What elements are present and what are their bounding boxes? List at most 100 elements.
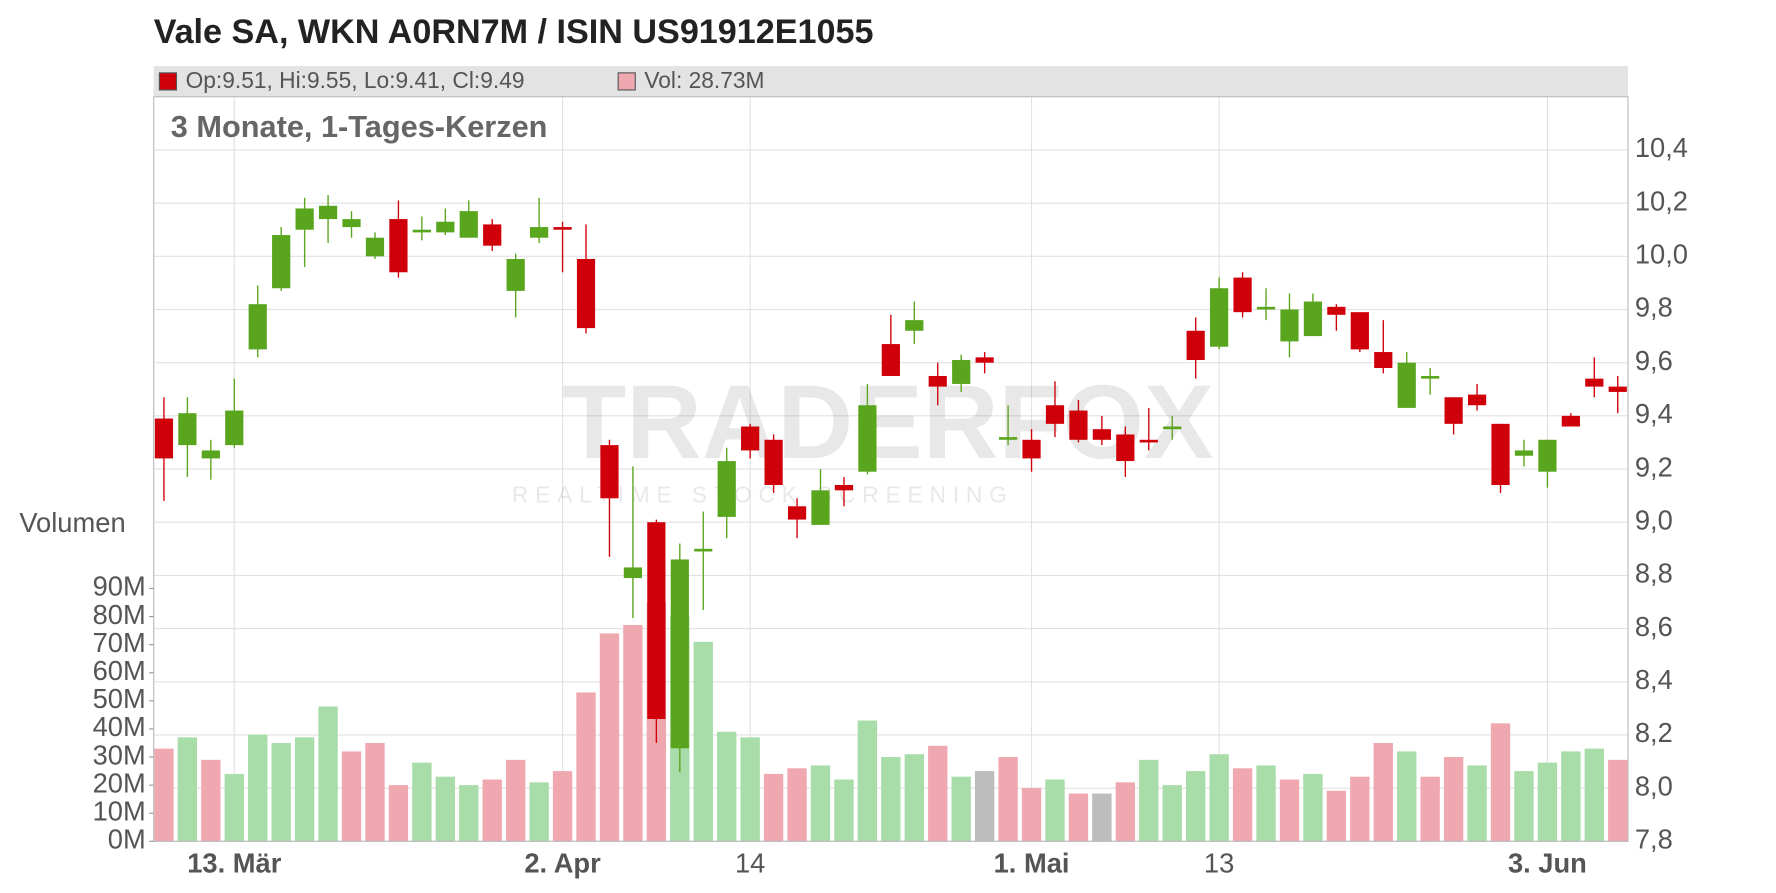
- candle-body: [436, 221, 455, 233]
- volume-bar: [951, 776, 971, 842]
- candle-body: [459, 211, 478, 238]
- candle-body: [1139, 439, 1158, 443]
- candle-body: [248, 304, 267, 350]
- volume-bar: [974, 771, 995, 842]
- x-tick-label: 13. Mär: [187, 847, 281, 878]
- volume-bar: [1584, 748, 1604, 842]
- candle-body: [1538, 439, 1557, 472]
- candle-body: [881, 344, 900, 376]
- y-tick-label: 9,4: [1635, 398, 1673, 429]
- candle-body: [1116, 434, 1135, 462]
- candle-body: [1561, 415, 1580, 427]
- candle-body: [225, 410, 244, 446]
- volume-bar: [154, 748, 174, 842]
- candle-body: [318, 205, 338, 220]
- candle-body: [1350, 312, 1369, 350]
- x-tick-label: 14: [735, 847, 765, 878]
- candle-body: [764, 439, 783, 486]
- candle-body: [483, 224, 502, 246]
- volume-bar: [271, 742, 291, 842]
- candle-body: [905, 320, 924, 331]
- legend-swatch: [617, 72, 636, 91]
- y-tick-label: 8,4: [1635, 664, 1673, 695]
- y2-tick-label: 70M: [93, 627, 146, 658]
- volume-bar: [1232, 768, 1253, 842]
- volume-bar: [763, 773, 784, 842]
- candle-body: [1303, 301, 1323, 337]
- candle-body: [1374, 352, 1393, 368]
- y-tick-label: 8,6: [1635, 611, 1673, 642]
- candle-body: [412, 229, 431, 233]
- candle-body: [201, 450, 220, 459]
- candle-body: [365, 237, 385, 257]
- watermark-sub: REALTIME STOCK SCREENING: [512, 481, 1014, 507]
- volume-bar: [1209, 754, 1229, 842]
- volume-bar: [1537, 762, 1558, 842]
- candle-body: [178, 413, 197, 446]
- candle-body: [1585, 378, 1604, 387]
- y2-tick-label: 90M: [93, 571, 146, 602]
- x-tick-label: 2. Apr: [524, 847, 601, 878]
- candle-body: [1514, 450, 1534, 456]
- candle-body: [1186, 330, 1205, 361]
- y2-tick-label: 80M: [93, 599, 146, 630]
- volume-bar: [599, 633, 620, 842]
- volume-bar: [365, 742, 385, 842]
- volume-bar: [1279, 779, 1300, 842]
- y-tick-label: 9,6: [1635, 345, 1673, 376]
- legend-swatch: [158, 72, 178, 91]
- volume-axis-label: Volumen: [19, 507, 125, 538]
- candle-body: [1163, 426, 1182, 430]
- candle-body: [389, 219, 408, 273]
- candle-body: [1233, 277, 1252, 313]
- volume-bar: [1443, 757, 1464, 842]
- candle-body: [295, 208, 314, 230]
- volume-bar: [1326, 790, 1347, 842]
- volume-bar: [177, 737, 198, 842]
- legend-text: Op:9.51, Hi:9.55, Lo:9.41, Cl:9.49: [186, 67, 525, 93]
- volume-bar: [717, 731, 737, 842]
- volume-bar: [1303, 773, 1323, 842]
- volume-bar: [248, 734, 268, 842]
- y2-tick-label: 0M: [108, 824, 146, 855]
- candle-body: [1256, 306, 1276, 310]
- volume-bar: [787, 768, 807, 842]
- volume-bar: [482, 779, 502, 842]
- legend-text: Vol: 28.73M: [644, 67, 764, 93]
- volume-bar: [1162, 785, 1182, 842]
- volume-bar: [1514, 771, 1534, 842]
- y2-tick-label: 10M: [93, 795, 146, 826]
- y2-tick-label: 50M: [93, 683, 146, 714]
- volume-bar: [294, 737, 315, 842]
- candle-body: [1069, 410, 1088, 440]
- candle-body: [834, 485, 854, 491]
- volume-bar: [201, 759, 221, 842]
- volume-bar: [1490, 723, 1511, 842]
- volume-bar: [435, 776, 455, 842]
- candle-body: [1467, 394, 1487, 406]
- watermark: TRADERFOX REALTIME STOCK SCREENING: [512, 364, 1214, 507]
- y-tick-label: 7,8: [1635, 824, 1673, 855]
- volume-bar: [881, 757, 901, 842]
- volume-bar: [1186, 771, 1206, 842]
- volume-bar: [1115, 782, 1136, 842]
- chart-title: Vale SA, WKN A0RN7M / ISIN US91912E1055: [154, 13, 874, 51]
- candle-body: [998, 437, 1018, 440]
- volume-bar: [623, 624, 643, 842]
- candle-body: [506, 258, 525, 291]
- volume-bar: [341, 751, 362, 842]
- candle-body: [623, 567, 643, 579]
- legend-bar: [153, 66, 1629, 97]
- volume-bar: [740, 737, 760, 842]
- candle-body: [1397, 362, 1416, 408]
- candle-body: [1327, 306, 1346, 315]
- volume-bar: [576, 692, 596, 842]
- candle-body: [694, 548, 713, 552]
- volume-bar: [459, 785, 479, 842]
- volume-bar: [1139, 759, 1159, 842]
- volume-bar: [1608, 759, 1628, 842]
- candle-body: [787, 506, 807, 520]
- y-tick-label: 10,0: [1635, 239, 1688, 270]
- volume-bar: [224, 773, 244, 842]
